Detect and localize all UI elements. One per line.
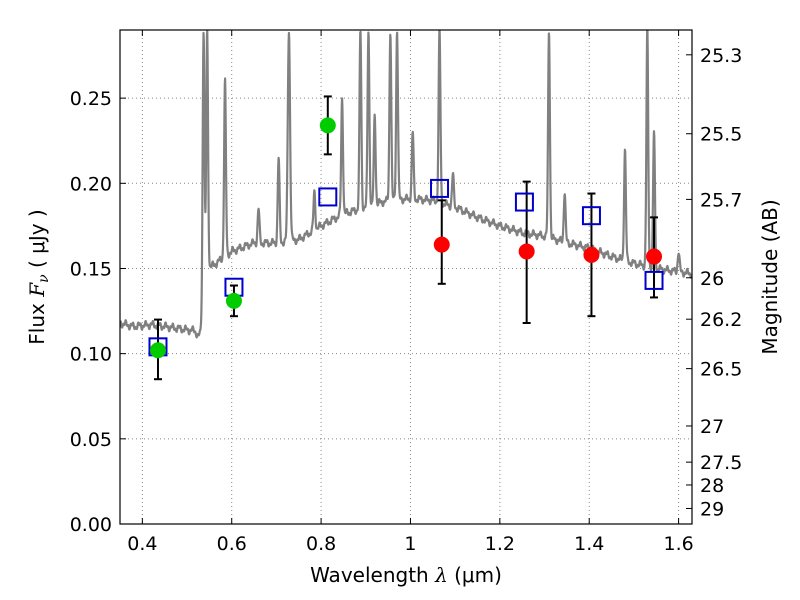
y-axis-label: Flux Fν ( μJy ) (25, 209, 52, 344)
mag-tick-label: 26.5 (700, 359, 742, 381)
x-tick-label: 1 (404, 533, 416, 555)
mag-tick-label: 27.5 (700, 452, 742, 474)
mag-tick-label: 27 (700, 416, 724, 438)
y-tick-label: 0.10 (70, 344, 112, 366)
x-tick-label: 1.4 (574, 533, 604, 555)
y2-axis-label: Magnitude (AB) (758, 199, 782, 354)
mag-tick-label: 26 (700, 268, 724, 290)
plot-frame (119, 29, 693, 525)
optical-photometry-point (319, 117, 336, 134)
x-tick-label: 0.6 (217, 533, 247, 555)
plot-area (120, 30, 692, 381)
model-photometry-square (514, 192, 534, 212)
optical-photometry-point (149, 342, 166, 359)
mag-tick-label: 28 (700, 475, 724, 497)
x-tick-label: 0.8 (306, 533, 336, 555)
y-tick-label: 0.20 (70, 173, 112, 195)
y-tick-label: 0.00 (70, 514, 112, 536)
nir-photometry-point (518, 243, 535, 260)
model-photometry-square (318, 187, 338, 207)
model-photometry-square (581, 206, 601, 226)
x-axis-label: Wavelength λ (μm) (310, 563, 502, 587)
nir-photometry-point (583, 246, 600, 263)
mag-tick-label: 25.5 (700, 124, 742, 146)
mag-tick-label: 29 (700, 498, 724, 520)
mag-tick-label: 25.7 (700, 189, 742, 211)
x-tick-label: 0.4 (127, 533, 157, 555)
x-tick-label: 1.6 (663, 533, 693, 555)
mag-tick-label: 26.2 (700, 309, 742, 331)
nir-photometry-point (433, 236, 450, 253)
axis-ticks: 0.4 0.6 0.8 1 1.2 1.4 1.6 0.00 0.05 0.10 0.15 0.20 0… (70, 30, 742, 555)
y-tick-label: 0.15 (70, 258, 112, 280)
y-tick-label: 0.25 (70, 88, 112, 110)
mag-tick-label: 25.3 (700, 45, 742, 67)
nir-photometry-point (646, 248, 663, 265)
y-tick-label: 0.05 (70, 429, 112, 451)
model-photometry-square (430, 178, 450, 198)
x-tick-label: 1.2 (485, 533, 515, 555)
optical-photometry-point (225, 292, 242, 309)
model-photometry-square (644, 270, 664, 290)
